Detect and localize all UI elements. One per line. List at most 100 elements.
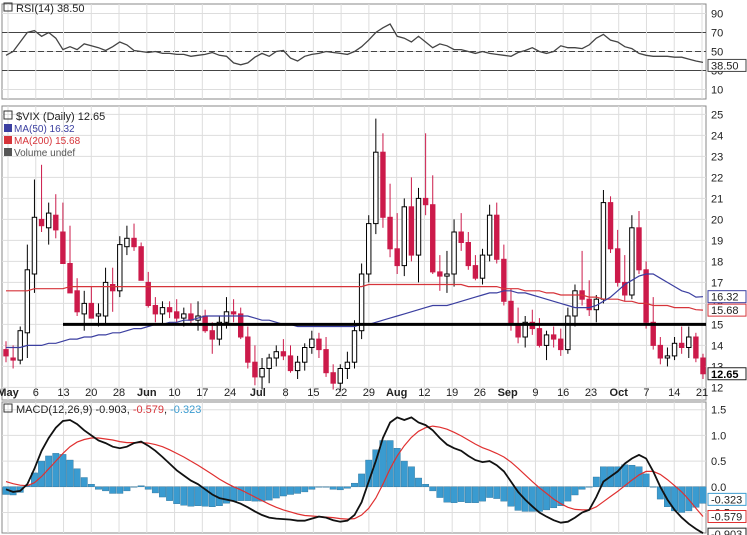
candle bbox=[60, 202, 66, 264]
rsi-label: RSI(14) 38.50 bbox=[16, 3, 84, 15]
rsi-tick-label: 70 bbox=[711, 28, 723, 40]
collapse-icon[interactable] bbox=[3, 110, 13, 120]
candle-body bbox=[245, 336, 251, 363]
candle-body bbox=[636, 227, 642, 271]
candle bbox=[109, 267, 116, 312]
candle bbox=[536, 318, 543, 348]
macd-histogram-bar bbox=[287, 486, 294, 495]
macd-histogram-bar bbox=[472, 486, 479, 503]
candle bbox=[629, 215, 635, 300]
candle bbox=[415, 187, 422, 283]
candle bbox=[17, 326, 23, 365]
candle-body bbox=[280, 351, 287, 357]
candle bbox=[188, 303, 194, 325]
candle bbox=[266, 353, 272, 384]
candle-body bbox=[650, 321, 656, 346]
candle-body bbox=[351, 330, 358, 363]
hist-badge-box bbox=[707, 492, 747, 506]
candle-body bbox=[358, 273, 365, 332]
macd-histogram-bar bbox=[457, 486, 465, 502]
macd-histogram-bar bbox=[151, 486, 159, 494]
macd-frame bbox=[1, 401, 707, 534]
signal-badge-text: -0.579 bbox=[711, 512, 742, 524]
x-tick-label: 26 bbox=[474, 387, 486, 399]
macd-histogram-bar bbox=[486, 486, 494, 498]
macd-histogram-bar bbox=[237, 486, 245, 501]
macd-histogram-bar bbox=[585, 486, 593, 488]
macd-tick-label: 1.0 bbox=[711, 430, 726, 442]
candle bbox=[209, 322, 215, 354]
candle bbox=[494, 202, 500, 264]
macd-histogram-bar bbox=[137, 485, 145, 487]
candle bbox=[529, 309, 536, 335]
candle bbox=[344, 351, 351, 379]
candle bbox=[10, 345, 16, 369]
price-panel bbox=[3, 118, 706, 392]
ma200-line bbox=[6, 283, 704, 311]
price-tick-label: 19 bbox=[711, 235, 723, 247]
candle-body bbox=[173, 311, 180, 319]
candle-body bbox=[95, 313, 102, 317]
x-tick-label: 8 bbox=[283, 387, 289, 399]
candle bbox=[693, 332, 699, 363]
macd-signal-line bbox=[5, 425, 704, 520]
rsi-tick-label: 10 bbox=[711, 85, 723, 97]
candle-body bbox=[302, 347, 308, 363]
candle bbox=[387, 183, 393, 258]
macd-histogram-bar bbox=[699, 486, 707, 504]
candle-body bbox=[117, 244, 123, 292]
signal-badge: -0.579 bbox=[707, 510, 747, 524]
macd-histogram-bar bbox=[116, 486, 124, 494]
candle bbox=[273, 345, 279, 367]
candle-body bbox=[387, 216, 393, 250]
macd-histogram-bar bbox=[201, 486, 209, 507]
candle bbox=[53, 194, 59, 239]
ma50-line bbox=[6, 273, 704, 349]
rsi-badge: 38.50 bbox=[707, 58, 747, 72]
candle bbox=[373, 118, 379, 235]
candle-body bbox=[273, 351, 279, 359]
candle bbox=[358, 263, 365, 340]
macd-histogram-bar bbox=[479, 486, 486, 502]
collapse-icon[interactable] bbox=[3, 403, 13, 413]
candle-body bbox=[401, 206, 407, 267]
candle-body bbox=[316, 338, 322, 351]
candle-body bbox=[259, 368, 265, 378]
candle-body bbox=[586, 298, 592, 311]
candle bbox=[173, 299, 180, 323]
candle bbox=[380, 133, 386, 228]
macd-histogram-bar bbox=[450, 486, 458, 503]
x-tick-label: 14 bbox=[668, 387, 680, 399]
candle bbox=[501, 244, 507, 306]
rsi-header: RSI(14) 38.50 bbox=[3, 2, 84, 15]
candle-body bbox=[536, 328, 543, 346]
macd-histogram-bar bbox=[123, 486, 131, 492]
macd-histogram-bar bbox=[664, 486, 671, 508]
macd-histogram-bar bbox=[223, 486, 230, 504]
collapse-icon[interactable] bbox=[3, 2, 13, 12]
macd-histogram-bar bbox=[436, 486, 444, 498]
axes: 907050301025242322212019181716151413121.… bbox=[0, 9, 730, 520]
legend-label: Volume undef bbox=[14, 148, 75, 159]
macd-histogram-bar bbox=[614, 466, 622, 487]
x-tick-label: 20 bbox=[85, 387, 97, 399]
candle bbox=[486, 204, 493, 262]
candle-body bbox=[45, 212, 52, 229]
macd-histogram-bar bbox=[507, 486, 515, 507]
candle-body bbox=[515, 323, 521, 338]
macd-histogram-bar bbox=[393, 448, 401, 487]
macd-badge-box bbox=[707, 527, 747, 535]
candle-body bbox=[330, 372, 336, 384]
candle bbox=[74, 278, 80, 316]
candle bbox=[479, 248, 486, 285]
x-tick-label: 21 bbox=[696, 387, 708, 399]
candle-body bbox=[252, 361, 258, 378]
candle bbox=[700, 353, 706, 379]
candle-body bbox=[152, 305, 159, 315]
candle-body bbox=[366, 223, 372, 275]
x-tick-label: 13 bbox=[57, 387, 69, 399]
price-tick-label: 17 bbox=[711, 277, 723, 289]
candle bbox=[102, 267, 109, 325]
candle-body bbox=[522, 321, 528, 338]
